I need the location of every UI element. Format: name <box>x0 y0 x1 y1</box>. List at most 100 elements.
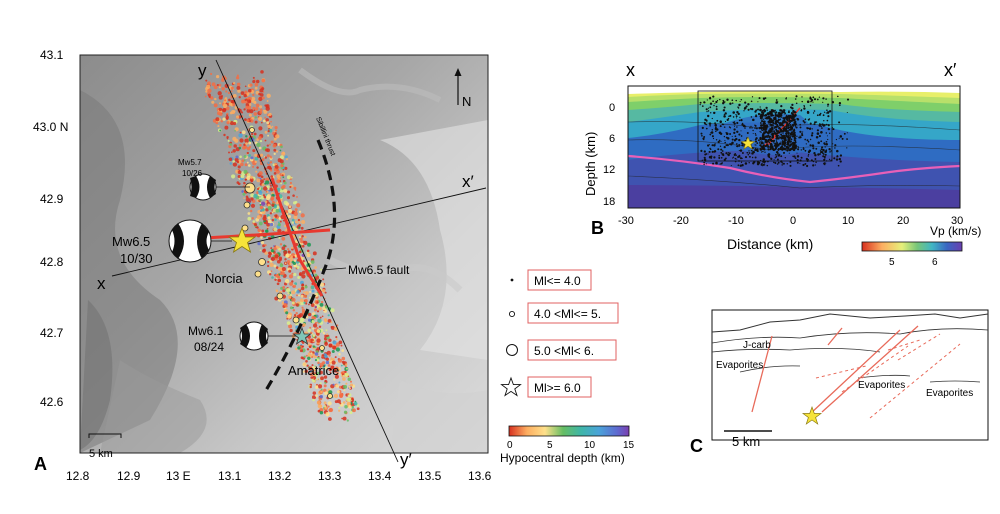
hypocenter-dot <box>329 371 332 374</box>
hypocenter-dot <box>234 157 239 162</box>
north-arrow-icon <box>454 68 462 105</box>
hypocenter-dot <box>270 175 274 178</box>
section-hypocenter-dot <box>820 125 822 128</box>
section-hypocenter-dot <box>699 103 701 106</box>
hypocenter-dot <box>260 201 266 206</box>
hypocenter-dot <box>316 338 321 343</box>
section-hypocenter-dot <box>754 140 758 143</box>
hypocenter-dot <box>247 216 252 221</box>
hypocenter-dot <box>258 92 261 96</box>
hypocenter-dot <box>205 90 208 93</box>
hypocenter-dot <box>259 108 263 112</box>
section-hypocenter-dot <box>771 136 774 139</box>
section-hypocenter-dot <box>768 141 771 144</box>
hypocenter-dot <box>266 185 268 188</box>
hypocenter-dot <box>230 90 233 93</box>
section-hypocenter-dot <box>785 132 788 135</box>
section-hypocenter-dot <box>808 149 812 152</box>
hypocenter-circle <box>249 127 255 133</box>
section-hypocenter-dot <box>730 165 732 167</box>
hypocenter-dot <box>273 227 277 232</box>
hypocenter-dot <box>350 403 353 405</box>
hypocenter-dot <box>249 200 252 203</box>
mainshock-star-amatrice <box>292 326 312 345</box>
section-hypocenter-dot <box>789 164 792 167</box>
section-hypocenter-dot <box>723 145 726 149</box>
hypocenter-dot <box>291 334 295 339</box>
hypocenter-dot <box>204 95 207 98</box>
hypocenter-dot <box>287 208 293 214</box>
hypocenter-dot <box>215 121 219 125</box>
hypocenter-dot <box>308 338 312 342</box>
hypocenter-dot <box>312 251 317 256</box>
hypocenter-dot <box>302 370 305 373</box>
section-hypocenter-dot <box>801 132 803 134</box>
hypocenter-dot <box>298 210 302 213</box>
hypocenter-dot <box>338 381 341 384</box>
hypocenter-dot <box>280 271 285 276</box>
hypocenter-dot <box>316 310 320 313</box>
hypocenter-dot <box>291 290 296 295</box>
hypocenter-dot <box>274 278 277 282</box>
section-hypocenter-dot <box>843 132 846 135</box>
hypocenter-dot <box>309 290 312 293</box>
section-hypocenter-dot <box>782 109 785 111</box>
section-hypocenter-dot <box>715 108 718 111</box>
hypocenter-dot <box>326 350 331 356</box>
section-hypocenter-dot <box>700 132 703 135</box>
section-hypocenter-dot <box>834 144 837 147</box>
hypocenter-dot <box>312 398 315 402</box>
hypocenter-dot <box>341 417 343 420</box>
hypocenter-dot <box>312 323 318 328</box>
section-hypocenter-dot <box>774 156 777 159</box>
hypocenter-dot <box>264 156 268 159</box>
section-hypocenter-dot <box>733 125 736 127</box>
hypocenter-dot <box>297 344 300 346</box>
section-hypocenter-dot <box>748 155 751 158</box>
hypocenter-dot <box>251 99 255 103</box>
section-hypocenter-dot <box>782 162 785 165</box>
section-hypocenter-dot <box>706 111 708 113</box>
hypocenter-dot <box>263 109 265 112</box>
hypocenter-dot <box>291 272 294 275</box>
hypocenter-dot <box>266 264 270 268</box>
section-hypocenter-dot <box>763 142 765 144</box>
section-hypocenter-dot <box>732 157 734 159</box>
section-hypocenter-dot <box>721 150 724 152</box>
section-hypocenter-dot <box>791 135 794 138</box>
section-hypocenter-dot <box>723 106 726 109</box>
hypocenter-dot <box>285 202 290 206</box>
hypocenter-dot <box>356 407 360 411</box>
section-hypocenter-dot <box>775 150 779 154</box>
hypocenter-dot <box>324 318 328 323</box>
hypocenter-dot <box>328 354 331 357</box>
section-hypocenter-star <box>801 405 823 425</box>
section-hypocenter-dot <box>818 96 821 98</box>
section-hypocenter-dot <box>789 140 792 143</box>
hypocenter-dot <box>237 165 241 169</box>
section-hypocenter-dot <box>719 145 722 148</box>
hypocenter-dot <box>267 206 272 210</box>
hypocenter-dot <box>327 339 330 342</box>
section-hypocenter-dot <box>709 106 712 109</box>
section-hypocenter-dot <box>713 151 716 153</box>
hypocenter-dot <box>319 362 324 367</box>
hypocenter-dot <box>271 276 274 279</box>
section-hypocenter-dot <box>764 151 766 153</box>
section-hypocenter-dot <box>793 122 796 125</box>
hypocenter-dot <box>328 367 332 372</box>
depth-axis-tick: 18 <box>603 196 615 208</box>
hypocenter-dot <box>320 300 324 304</box>
profile-line-y <box>215 59 399 463</box>
hypocenter-dot <box>254 160 258 164</box>
hypocenter-dot <box>228 98 231 102</box>
hypocenter-dot <box>286 175 291 180</box>
section-hypocenter-dot <box>768 146 770 148</box>
focal-mechanism-mw65 <box>168 219 232 263</box>
section-hypocenter-dot <box>820 148 823 151</box>
hypocenter-dot <box>300 226 304 230</box>
hypocenter-dot <box>334 356 337 359</box>
section-hypocenter-dot <box>709 96 712 99</box>
section-hypocenter-dot <box>773 130 776 133</box>
hypocenter-dot <box>273 137 277 141</box>
